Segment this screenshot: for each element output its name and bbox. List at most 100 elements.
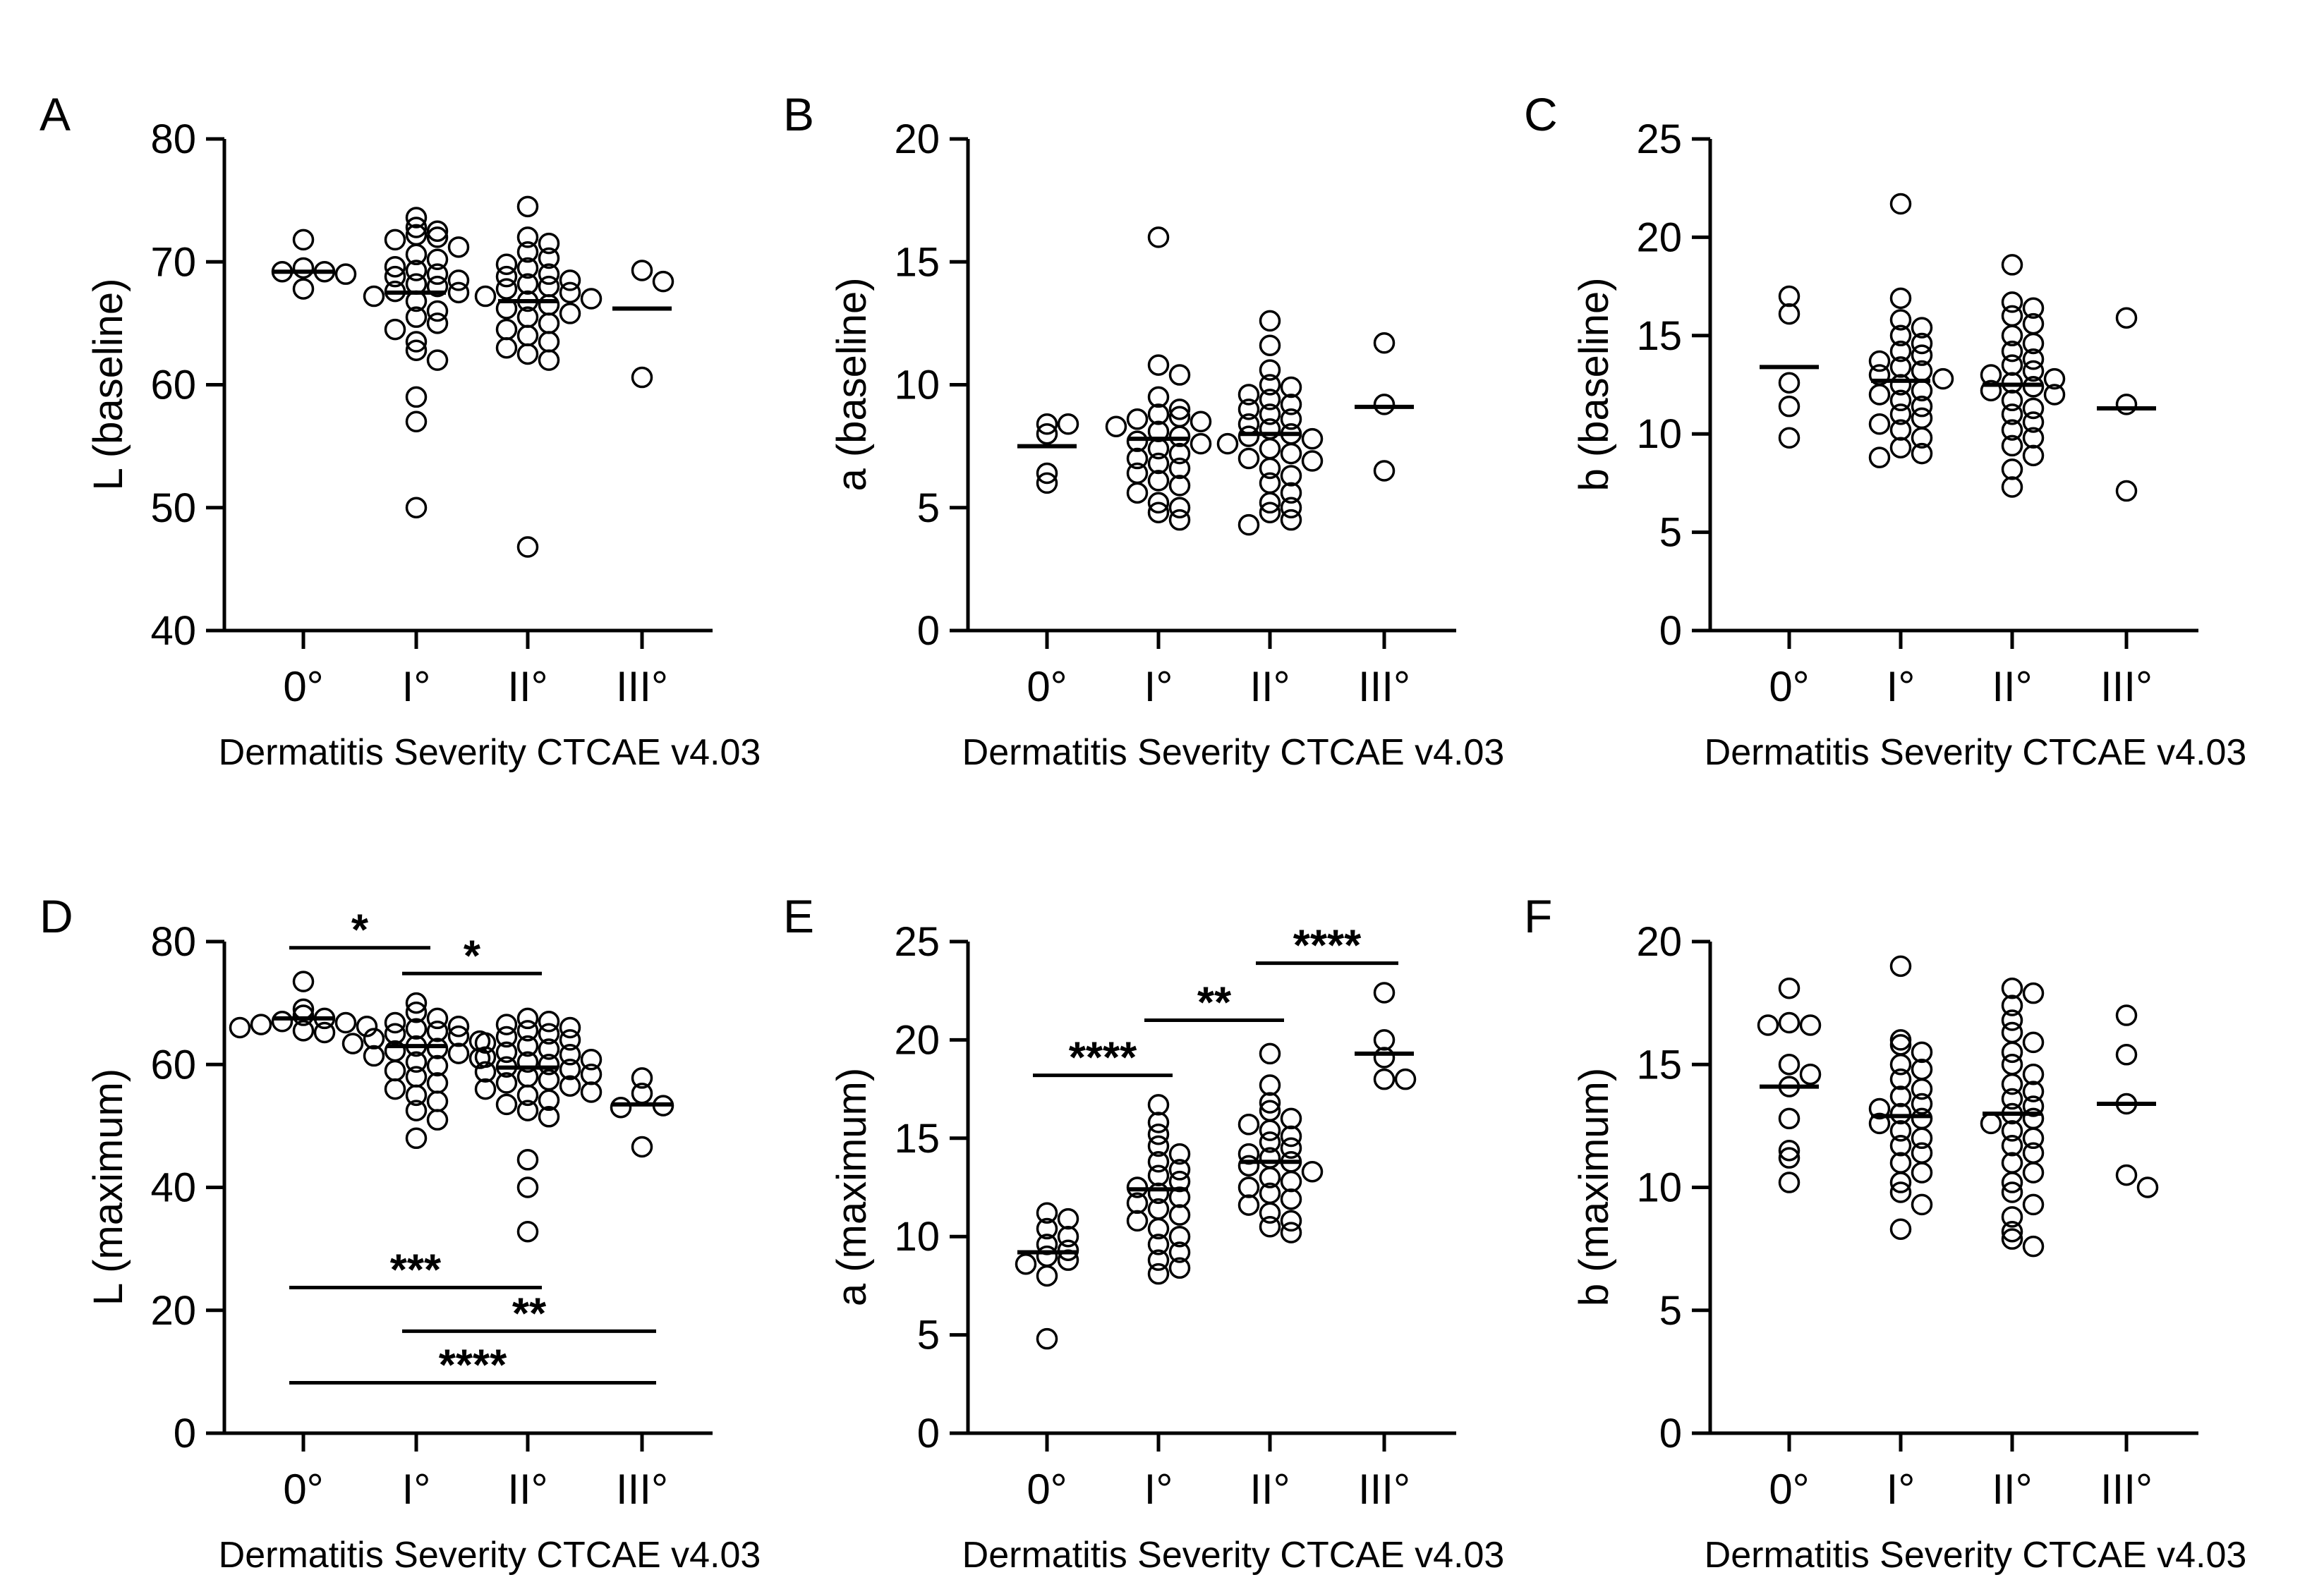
data-point	[1126, 1192, 1149, 1215]
data-point	[1911, 1127, 1933, 1150]
data-point	[1237, 399, 1260, 420]
data-point	[2022, 1127, 2045, 1150]
data-point	[1280, 497, 1302, 518]
data-point	[313, 1021, 336, 1044]
data-point	[2001, 291, 2023, 313]
data-point	[405, 339, 428, 361]
data-point	[2022, 397, 2045, 420]
data-point	[1280, 1210, 1302, 1232]
y-tick-label: 25	[1636, 116, 1682, 162]
data-point	[2136, 1176, 2159, 1198]
data-point	[229, 1016, 251, 1039]
data-point	[495, 1072, 518, 1094]
data-point	[538, 247, 560, 269]
y-tick-label: 70	[150, 239, 196, 285]
data-point	[516, 195, 539, 218]
data-point	[292, 1004, 315, 1026]
y-tick-label: 60	[150, 1042, 196, 1088]
data-point	[1126, 1210, 1149, 1232]
data-point	[1147, 403, 1170, 425]
data-point	[2001, 389, 2023, 412]
y-tick-label: 20	[894, 116, 940, 162]
data-point	[1778, 395, 1801, 418]
data-point	[1889, 309, 1912, 331]
data-point	[1147, 420, 1170, 442]
x-axis-label: Dermatitis Severity CTCAE v4.03	[219, 1535, 761, 1576]
data-point	[2001, 1073, 2023, 1095]
data-point	[1168, 1225, 1191, 1248]
data-point	[1778, 977, 1801, 999]
data-point	[1911, 1193, 1933, 1216]
y-tick-label: 0	[917, 1411, 940, 1456]
data-point	[2001, 419, 2023, 441]
data-point	[1147, 492, 1170, 514]
data-point	[2022, 982, 2045, 1004]
x-tick-label: II°	[1992, 663, 2032, 710]
data-point	[2022, 1095, 2045, 1117]
data-point	[426, 275, 449, 298]
data-point	[292, 278, 315, 300]
data-point	[2001, 403, 2023, 425]
data-point	[516, 1020, 539, 1042]
data-point	[1911, 427, 1933, 449]
x-tick-label: 0°	[1027, 1466, 1067, 1513]
data-point	[516, 273, 539, 295]
data-point	[1778, 1107, 1801, 1130]
data-point	[1280, 394, 1302, 415]
data-point	[1168, 497, 1191, 518]
data-point	[2001, 254, 2023, 276]
y-axis-label: L (baseline)	[85, 279, 131, 491]
data-point	[2001, 1181, 2023, 1203]
data-point	[1868, 1112, 1891, 1135]
data-point	[1778, 285, 1801, 308]
data-point	[1280, 376, 1302, 399]
data-point	[2022, 427, 2045, 449]
x-axis-label: Dermatitis Severity CTCAE v4.03	[219, 732, 761, 773]
x-tick-label: III°	[616, 1466, 668, 1513]
data-point	[1036, 462, 1058, 485]
data-point	[1373, 982, 1396, 1004]
data-point	[1889, 955, 1912, 978]
data-point	[384, 318, 406, 341]
data-point	[2022, 360, 2045, 382]
panel-letter: A	[40, 88, 71, 140]
data-point	[405, 1018, 428, 1040]
data-point	[1911, 395, 1933, 418]
data-point	[1259, 501, 1281, 523]
data-point	[405, 1100, 428, 1121]
data-point	[1778, 1011, 1801, 1034]
data-point	[1259, 310, 1281, 332]
data-point	[1889, 1135, 1912, 1157]
y-tick-label: 15	[894, 239, 940, 285]
data-point	[1280, 465, 1302, 487]
data-point	[1280, 1188, 1302, 1210]
data-point	[447, 269, 470, 291]
chart-panel-d: D 0 20 40 60 80 0° I° II° III° Dermatitis Severity…	[40, 890, 761, 1576]
y-tick-label: 40	[150, 1165, 196, 1211]
data-point	[1237, 1176, 1260, 1198]
data-point	[2001, 324, 2023, 347]
y-tick-label: 20	[1636, 214, 1682, 260]
data-point	[426, 1038, 449, 1059]
y-tick-label: 5	[1659, 510, 1682, 556]
data-point	[1280, 1137, 1302, 1159]
chart-panel-b: B 0 5 10 15 20 0° I° II° III° Dermatitis Severity …	[783, 88, 1504, 773]
data-point	[1889, 324, 1912, 347]
data-point	[405, 243, 428, 266]
panel-letter: B	[783, 88, 814, 140]
data-point	[1778, 1172, 1801, 1193]
data-point	[495, 336, 518, 359]
y-tick-label: 80	[150, 116, 196, 162]
data-point	[1168, 509, 1191, 531]
data-point	[2001, 434, 2023, 457]
data-point	[2001, 1009, 2023, 1031]
data-point	[1911, 442, 1933, 465]
y-tick-label: 20	[150, 1288, 196, 1334]
data-point	[250, 1014, 272, 1035]
data-point	[2115, 1004, 2138, 1026]
data-point	[1301, 427, 1324, 450]
data-point	[1889, 403, 1912, 425]
data-point	[1168, 1143, 1191, 1165]
data-point	[334, 1011, 357, 1034]
x-tick-label: II°	[507, 1466, 547, 1513]
